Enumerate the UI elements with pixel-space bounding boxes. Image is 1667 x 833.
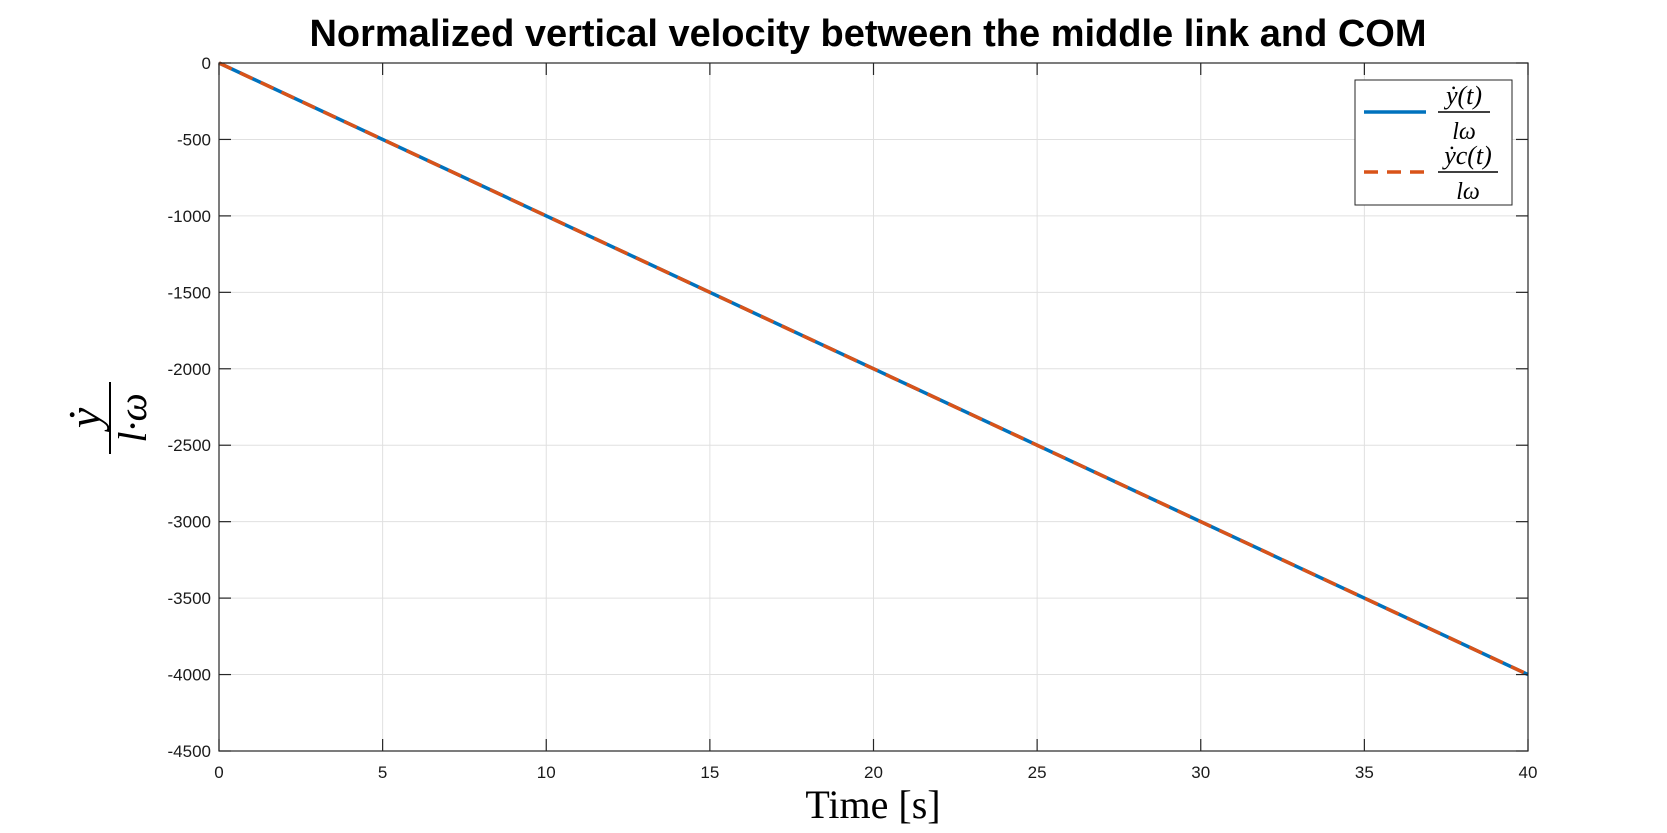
x-tick-labels: 0 5 10 15 20 25 30 35 40	[214, 763, 1537, 782]
y-axis-label-denominator: l·ω	[110, 393, 155, 442]
x-tick-label: 35	[1355, 763, 1374, 782]
y-tick-labels: 0 -500 -1000 -1500 -2000 -2500 -3000 -3500 -4000…	[168, 54, 211, 761]
y-tick-label: -4000	[168, 666, 211, 685]
y-tick-label: -1000	[168, 207, 211, 226]
x-axis-label: Time [s]	[805, 782, 940, 827]
y-tick-label: -3500	[168, 589, 211, 608]
legend-label-series-2-denominator: lω	[1456, 179, 1480, 205]
axes	[218, 62, 1529, 752]
y-axis-label-numerator: ẏ	[59, 407, 110, 432]
y-axis-label: ẏ l·ω	[59, 382, 155, 454]
series-group	[218, 61, 1529, 677]
legend-label-series-1-numerator: ẏ(t)	[1443, 81, 1482, 110]
x-tick-label: 20	[864, 763, 883, 782]
x-tick-label: 15	[700, 763, 719, 782]
y-tick-label: -3000	[168, 513, 211, 532]
series-line-2	[218, 61, 1529, 677]
y-tick-label: -2000	[168, 360, 211, 379]
y-tick-label: -1500	[168, 283, 211, 302]
legend-box	[1354, 79, 1513, 206]
chart-title: Normalized vertical velocity between the…	[309, 13, 1426, 55]
y-tick-label: 0	[202, 54, 211, 73]
axes-box	[218, 62, 1529, 752]
legend-label-series-1-denominator: lω	[1452, 119, 1476, 145]
x-tick-label: 40	[1519, 763, 1538, 782]
y-tick-label: -4500	[168, 742, 211, 761]
grid	[218, 62, 1529, 752]
legend: ẏ(t) lω ẏc(t) lω	[1354, 79, 1513, 206]
x-tick-label: 25	[1028, 763, 1047, 782]
legend-label-series-2-numerator: ẏc(t)	[1441, 141, 1492, 170]
y-tick-label: -500	[177, 130, 211, 149]
x-tick-label: 30	[1191, 763, 1210, 782]
x-tick-label: 5	[378, 763, 387, 782]
y-tick-label: -2500	[168, 436, 211, 455]
x-tick-label: 0	[214, 763, 223, 782]
x-tick-label: 10	[537, 763, 556, 782]
